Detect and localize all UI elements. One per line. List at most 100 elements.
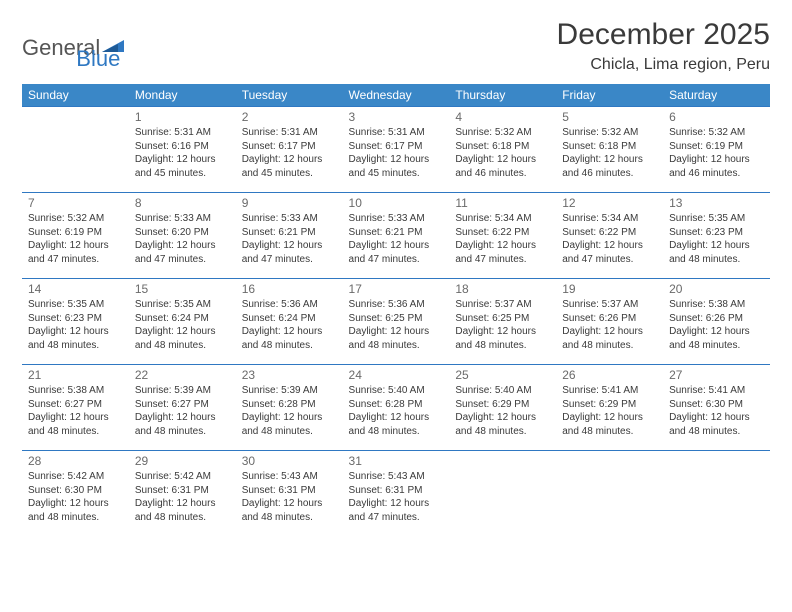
day-info-line: Daylight: 12 hours and 47 minutes.: [349, 497, 444, 524]
day-info-line: Sunset: 6:30 PM: [669, 398, 764, 412]
day-info-line: Daylight: 12 hours and 48 minutes.: [669, 325, 764, 352]
weekday-header: Friday: [556, 84, 663, 107]
day-info-line: Sunrise: 5:32 AM: [28, 212, 123, 226]
day-info-line: Daylight: 12 hours and 48 minutes.: [135, 325, 230, 352]
calendar-cell: 26Sunrise: 5:41 AMSunset: 6:29 PMDayligh…: [556, 365, 663, 451]
day-info-line: Daylight: 12 hours and 46 minutes.: [562, 153, 657, 180]
day-info: Sunrise: 5:32 AMSunset: 6:18 PMDaylight:…: [455, 126, 550, 180]
calendar-cell: 3Sunrise: 5:31 AMSunset: 6:17 PMDaylight…: [343, 107, 450, 193]
page-header: General Blue December 2025 Chicla, Lima …: [22, 18, 770, 74]
day-info-line: Sunset: 6:28 PM: [242, 398, 337, 412]
day-info-line: Daylight: 12 hours and 48 minutes.: [455, 325, 550, 352]
calendar-week-row: 1Sunrise: 5:31 AMSunset: 6:16 PMDaylight…: [22, 107, 770, 193]
day-number: 23: [242, 368, 337, 382]
calendar-cell: 21Sunrise: 5:38 AMSunset: 6:27 PMDayligh…: [22, 365, 129, 451]
day-info-line: Daylight: 12 hours and 48 minutes.: [242, 325, 337, 352]
weekday-header: Thursday: [449, 84, 556, 107]
day-number: 28: [28, 454, 123, 468]
day-info-line: Sunset: 6:20 PM: [135, 226, 230, 240]
calendar-cell: 14Sunrise: 5:35 AMSunset: 6:23 PMDayligh…: [22, 279, 129, 365]
day-number: 31: [349, 454, 444, 468]
day-info: Sunrise: 5:37 AMSunset: 6:25 PMDaylight:…: [455, 298, 550, 352]
day-info: Sunrise: 5:35 AMSunset: 6:23 PMDaylight:…: [669, 212, 764, 266]
day-info-line: Daylight: 12 hours and 48 minutes.: [28, 325, 123, 352]
day-info-line: Sunset: 6:23 PM: [669, 226, 764, 240]
calendar-cell: 7Sunrise: 5:32 AMSunset: 6:19 PMDaylight…: [22, 193, 129, 279]
day-info: Sunrise: 5:36 AMSunset: 6:24 PMDaylight:…: [242, 298, 337, 352]
day-info: Sunrise: 5:43 AMSunset: 6:31 PMDaylight:…: [242, 470, 337, 524]
day-info-line: Sunrise: 5:33 AM: [349, 212, 444, 226]
day-info-line: Sunset: 6:31 PM: [135, 484, 230, 498]
day-info-line: Daylight: 12 hours and 45 minutes.: [349, 153, 444, 180]
calendar-table: SundayMondayTuesdayWednesdayThursdayFrid…: [22, 84, 770, 537]
day-info: Sunrise: 5:33 AMSunset: 6:20 PMDaylight:…: [135, 212, 230, 266]
day-info-line: Sunrise: 5:31 AM: [242, 126, 337, 140]
month-title: December 2025: [557, 18, 770, 52]
day-info-line: Sunset: 6:18 PM: [562, 140, 657, 154]
day-number: 27: [669, 368, 764, 382]
calendar-cell: 28 Sunrise: 5:42 AMSunset: 6:30 PMDayligh…: [22, 451, 129, 537]
day-info: Sunrise: 5:34 AMSunset: 6:22 PMDaylight:…: [455, 212, 550, 266]
day-info-line: Sunrise: 5:38 AM: [669, 298, 764, 312]
day-number: 3: [349, 110, 444, 124]
calendar-cell: 11Sunrise: 5:34 AMSunset: 6:22 PMDayligh…: [449, 193, 556, 279]
calendar-cell: 2Sunrise: 5:31 AMSunset: 6:17 PMDaylight…: [236, 107, 343, 193]
day-number: 5: [562, 110, 657, 124]
day-info: Sunrise: 5:42 AMSunset: 6:30 PMDaylight:…: [28, 470, 123, 524]
day-info-line: Sunrise: 5:37 AM: [455, 298, 550, 312]
day-info-line: Sunrise: 5:36 AM: [349, 298, 444, 312]
calendar-cell: 6Sunrise: 5:32 AMSunset: 6:19 PMDaylight…: [663, 107, 770, 193]
day-info-line: Sunrise: 5:33 AM: [135, 212, 230, 226]
title-block: December 2025 Chicla, Lima region, Peru: [557, 18, 770, 74]
day-number: 1: [135, 110, 230, 124]
day-info-line: Sunrise: 5:35 AM: [135, 298, 230, 312]
day-info-line: Sunrise: 5:36 AM: [242, 298, 337, 312]
day-info-line: Sunset: 6:25 PM: [349, 312, 444, 326]
day-info: Sunrise: 5:39 AMSunset: 6:27 PMDaylight:…: [135, 384, 230, 438]
weekday-header: Monday: [129, 84, 236, 107]
day-number: 16: [242, 282, 337, 296]
day-info-line: Daylight: 12 hours and 48 minutes.: [455, 411, 550, 438]
day-info-line: Daylight: 12 hours and 48 minutes.: [349, 325, 444, 352]
day-info: Sunrise: 5:41 AMSunset: 6:30 PMDaylight:…: [669, 384, 764, 438]
day-info-line: Sunset: 6:26 PM: [669, 312, 764, 326]
day-info-line: Sunset: 6:16 PM: [135, 140, 230, 154]
day-info-line: Sunrise: 5:40 AM: [455, 384, 550, 398]
day-info-line: Sunrise: 5:35 AM: [669, 212, 764, 226]
calendar-cell: 24Sunrise: 5:40 AMSunset: 6:28 PMDayligh…: [343, 365, 450, 451]
day-info-line: Sunrise: 5:35 AM: [28, 298, 123, 312]
day-number: 13: [669, 196, 764, 210]
day-info-line: Sunset: 6:26 PM: [562, 312, 657, 326]
day-info-line: Daylight: 12 hours and 48 minutes.: [135, 411, 230, 438]
calendar-week-row: 14Sunrise: 5:35 AMSunset: 6:23 PMDayligh…: [22, 279, 770, 365]
day-info-line: Sunrise: 5:40 AM: [349, 384, 444, 398]
day-info-line: Daylight: 12 hours and 48 minutes.: [562, 411, 657, 438]
day-info-line: Daylight: 12 hours and 45 minutes.: [242, 153, 337, 180]
weekday-header: Sunday: [22, 84, 129, 107]
day-info-line: Sunrise: 5:33 AM: [242, 212, 337, 226]
calendar-cell: [449, 451, 556, 537]
calendar-cell: [556, 451, 663, 537]
day-number: 14: [28, 282, 123, 296]
day-number: 19: [562, 282, 657, 296]
day-info-line: Sunrise: 5:32 AM: [669, 126, 764, 140]
day-number: 30: [242, 454, 337, 468]
day-info-line: Sunrise: 5:42 AM: [135, 470, 230, 484]
day-info-line: Daylight: 12 hours and 48 minutes.: [135, 497, 230, 524]
day-info-line: Daylight: 12 hours and 47 minutes.: [562, 239, 657, 266]
day-info-line: Sunrise: 5:43 AM: [349, 470, 444, 484]
calendar-cell: 20Sunrise: 5:38 AMSunset: 6:26 PMDayligh…: [663, 279, 770, 365]
calendar-cell: 31Sunrise: 5:43 AMSunset: 6:31 PMDayligh…: [343, 451, 450, 537]
day-info-line: Sunrise: 5:41 AM: [669, 384, 764, 398]
day-info: Sunrise: 5:32 AMSunset: 6:19 PMDaylight:…: [669, 126, 764, 180]
day-number: 9: [242, 196, 337, 210]
day-number: 7: [28, 196, 123, 210]
day-info: Sunrise: 5:31 AMSunset: 6:16 PMDaylight:…: [135, 126, 230, 180]
day-info: Sunrise: 5:38 AMSunset: 6:26 PMDaylight:…: [669, 298, 764, 352]
calendar-body: 1Sunrise: 5:31 AMSunset: 6:16 PMDaylight…: [22, 107, 770, 537]
logo: General Blue: [22, 24, 120, 72]
day-info-line: Sunrise: 5:43 AM: [242, 470, 337, 484]
day-number: 26: [562, 368, 657, 382]
calendar-cell: 27 Sunrise: 5:41 AMSunset: 6:30 PMDayligh…: [663, 365, 770, 451]
day-info: Sunrise: 5:42 AMSunset: 6:31 PMDaylight:…: [135, 470, 230, 524]
